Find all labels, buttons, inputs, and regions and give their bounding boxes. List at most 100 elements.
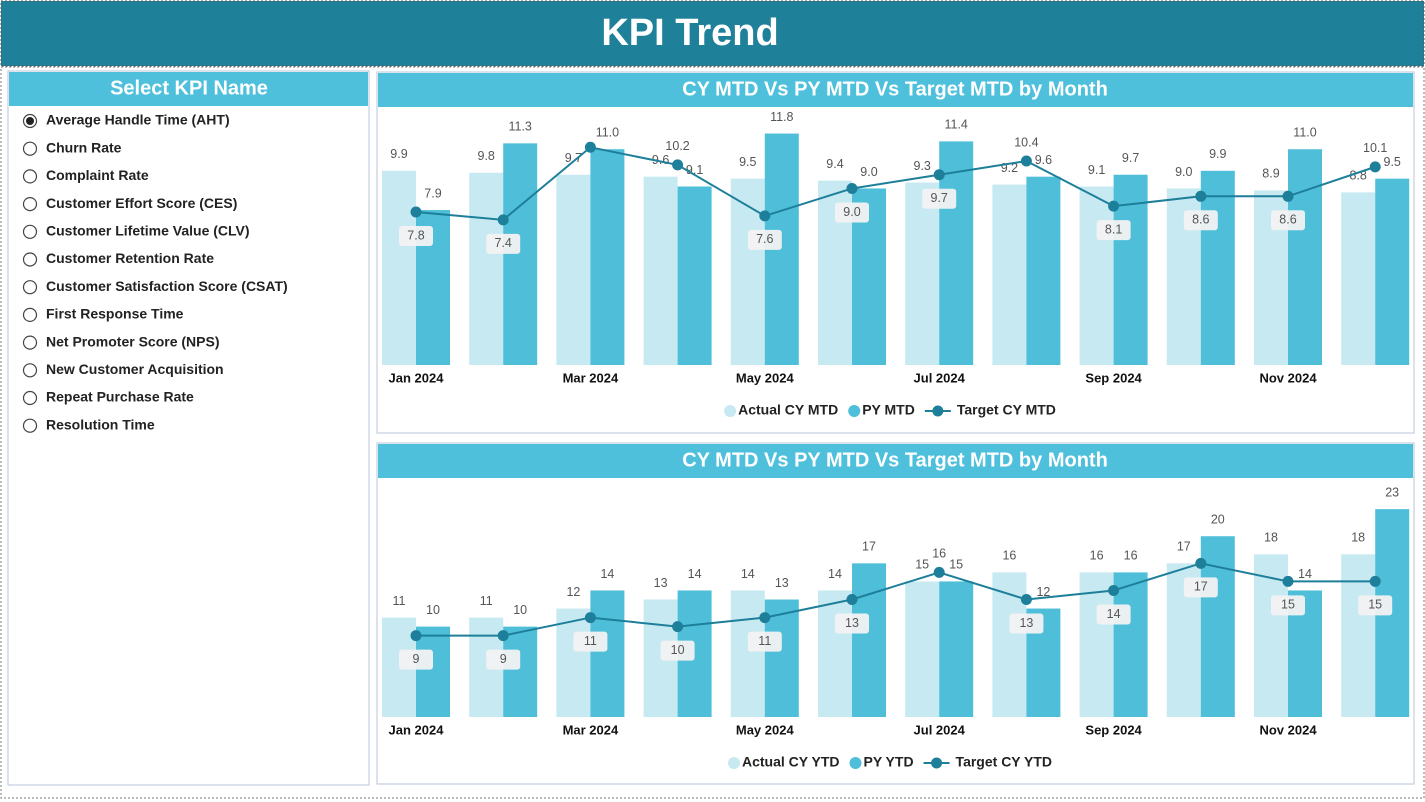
data-label: 15 bbox=[915, 558, 929, 572]
target-label: 13 bbox=[1019, 616, 1033, 630]
target-line bbox=[416, 562, 1376, 637]
slicer-item[interactable]: Customer Lifetime Value (CLV) bbox=[22, 223, 250, 239]
data-label: 11.0 bbox=[596, 126, 619, 140]
bar bbox=[643, 176, 678, 365]
radio-button[interactable] bbox=[22, 280, 38, 295]
x-tick-label: Mar 2024 bbox=[563, 370, 619, 385]
radio-button[interactable] bbox=[22, 141, 38, 156]
slicer-item-label[interactable]: Repeat Purchase Rate bbox=[46, 389, 194, 405]
legend-label: PY YTD bbox=[863, 754, 913, 770]
x-tick-label: Nov 2024 bbox=[1259, 722, 1317, 737]
x-tick-label: Jan 2024 bbox=[389, 722, 445, 737]
chart-header bbox=[378, 444, 1413, 478]
x-tick-label: Jul 2024 bbox=[914, 722, 966, 737]
chart: CY MTD Vs PY MTD Vs Target MTD by Month J… bbox=[376, 71, 1415, 434]
slicer-header bbox=[9, 72, 368, 106]
bar bbox=[1288, 149, 1322, 365]
slicer-item-label[interactable]: Customer Lifetime Value (CLV) bbox=[46, 223, 250, 239]
x-tick-label: Mar 2024 bbox=[563, 722, 619, 737]
target-point bbox=[846, 182, 858, 194]
legend-marker bbox=[849, 757, 862, 769]
target-label-box bbox=[1271, 595, 1305, 616]
target-point bbox=[497, 630, 509, 642]
slicer-item-label[interactable]: Complaint Rate bbox=[46, 167, 149, 183]
legend: Actual CY YTD PY YTD Target CY YTD bbox=[727, 754, 1052, 770]
bar bbox=[992, 184, 1027, 365]
target-point bbox=[497, 214, 509, 226]
target-label-box bbox=[399, 226, 433, 246]
slicer-item[interactable]: Average Handle Time (AHT) bbox=[22, 112, 230, 129]
target-label: 14 bbox=[1107, 607, 1121, 621]
slicer-item-label[interactable]: Customer Effort Score (CES) bbox=[46, 195, 237, 211]
slicer-item[interactable]: Complaint Rate bbox=[22, 167, 149, 184]
target-label-box bbox=[922, 188, 957, 209]
slicer-item[interactable]: Customer Effort Score (CES) bbox=[22, 195, 238, 212]
target-label: 7.4 bbox=[495, 236, 512, 250]
slicer-item[interactable]: Net Promoter Score (NPS) bbox=[22, 333, 220, 350]
radio-button[interactable] bbox=[22, 197, 38, 212]
slicer-item-label[interactable]: Customer Satisfaction Score (CSAT) bbox=[46, 278, 288, 294]
slicer-item[interactable]: Resolution Time bbox=[22, 416, 155, 433]
slicer-item-label[interactable]: Churn Rate bbox=[46, 139, 122, 155]
target-label: 11 bbox=[584, 634, 597, 648]
radio-button[interactable] bbox=[22, 363, 38, 378]
radio-button[interactable] bbox=[22, 224, 38, 239]
data-label: 11.0 bbox=[1293, 126, 1316, 140]
bar bbox=[939, 581, 974, 717]
data-label: 9.0 bbox=[860, 165, 877, 179]
target-label-box bbox=[1271, 210, 1305, 231]
bar bbox=[1254, 554, 1288, 717]
slicer-item-label[interactable]: Resolution Time bbox=[46, 416, 155, 432]
slicer-item-label[interactable]: Average Handle Time (AHT) bbox=[46, 112, 230, 128]
data-label: 13 bbox=[775, 576, 789, 590]
target-label: 15 bbox=[1281, 598, 1295, 612]
bar bbox=[382, 170, 416, 365]
radio-button[interactable] bbox=[22, 418, 38, 433]
chart-panel bbox=[376, 71, 1415, 434]
data-label: 10 bbox=[513, 603, 527, 617]
slicer-item-label[interactable]: New Customer Acquisition bbox=[46, 361, 224, 377]
bar bbox=[590, 149, 625, 365]
data-label: 13 bbox=[654, 576, 668, 590]
bar bbox=[852, 563, 886, 717]
radio-button[interactable] bbox=[22, 390, 38, 406]
data-label: 17 bbox=[862, 540, 876, 554]
slicer-item[interactable]: Churn Rate bbox=[22, 139, 122, 156]
bar bbox=[939, 141, 974, 365]
radio-button[interactable] bbox=[22, 252, 38, 267]
data-label: 9.8 bbox=[478, 149, 495, 163]
data-label: 8.9 bbox=[1262, 167, 1279, 181]
target-label-box bbox=[486, 233, 521, 254]
target-point bbox=[1282, 575, 1294, 587]
target-point bbox=[1020, 155, 1032, 167]
radio-button[interactable] bbox=[22, 169, 38, 184]
radio-button[interactable] bbox=[22, 335, 38, 350]
target-label-box bbox=[747, 631, 782, 652]
target-label: 7.8 bbox=[407, 228, 424, 242]
radio-button[interactable] bbox=[22, 307, 38, 322]
slicer-item[interactable]: Customer Retention Rate bbox=[22, 250, 215, 267]
data-label: 17 bbox=[1177, 540, 1191, 554]
target-label-box bbox=[399, 649, 433, 670]
x-tick-label: Nov 2024 bbox=[1259, 370, 1317, 385]
target-point bbox=[1195, 190, 1207, 202]
slicer-item[interactable]: Customer Satisfaction Score (CSAT) bbox=[22, 278, 288, 295]
target-point bbox=[759, 612, 771, 624]
slicer-item-label[interactable]: Customer Retention Rate bbox=[46, 250, 214, 266]
slicer-item[interactable]: First Response Time bbox=[22, 306, 184, 322]
data-label: 11 bbox=[393, 594, 406, 608]
data-label: 9.9 bbox=[390, 147, 407, 161]
slicer-item-label[interactable]: First Response Time bbox=[46, 306, 184, 322]
slicer-item-label[interactable]: Net Promoter Score (NPS) bbox=[46, 333, 219, 349]
legend-marker bbox=[727, 757, 740, 769]
bar bbox=[1341, 554, 1376, 717]
data-label: 14 bbox=[741, 567, 755, 581]
slicer-item[interactable]: Repeat Purchase Rate bbox=[22, 389, 195, 406]
target-label: 11 bbox=[758, 634, 771, 648]
data-label: 9.7 bbox=[1122, 151, 1139, 165]
target-label: 8.1 bbox=[1105, 222, 1122, 236]
data-label: 12 bbox=[1036, 585, 1050, 599]
slicer-item[interactable]: New Customer Acquisition bbox=[22, 361, 224, 378]
bar bbox=[818, 590, 852, 717]
target-label: 9 bbox=[413, 652, 420, 666]
